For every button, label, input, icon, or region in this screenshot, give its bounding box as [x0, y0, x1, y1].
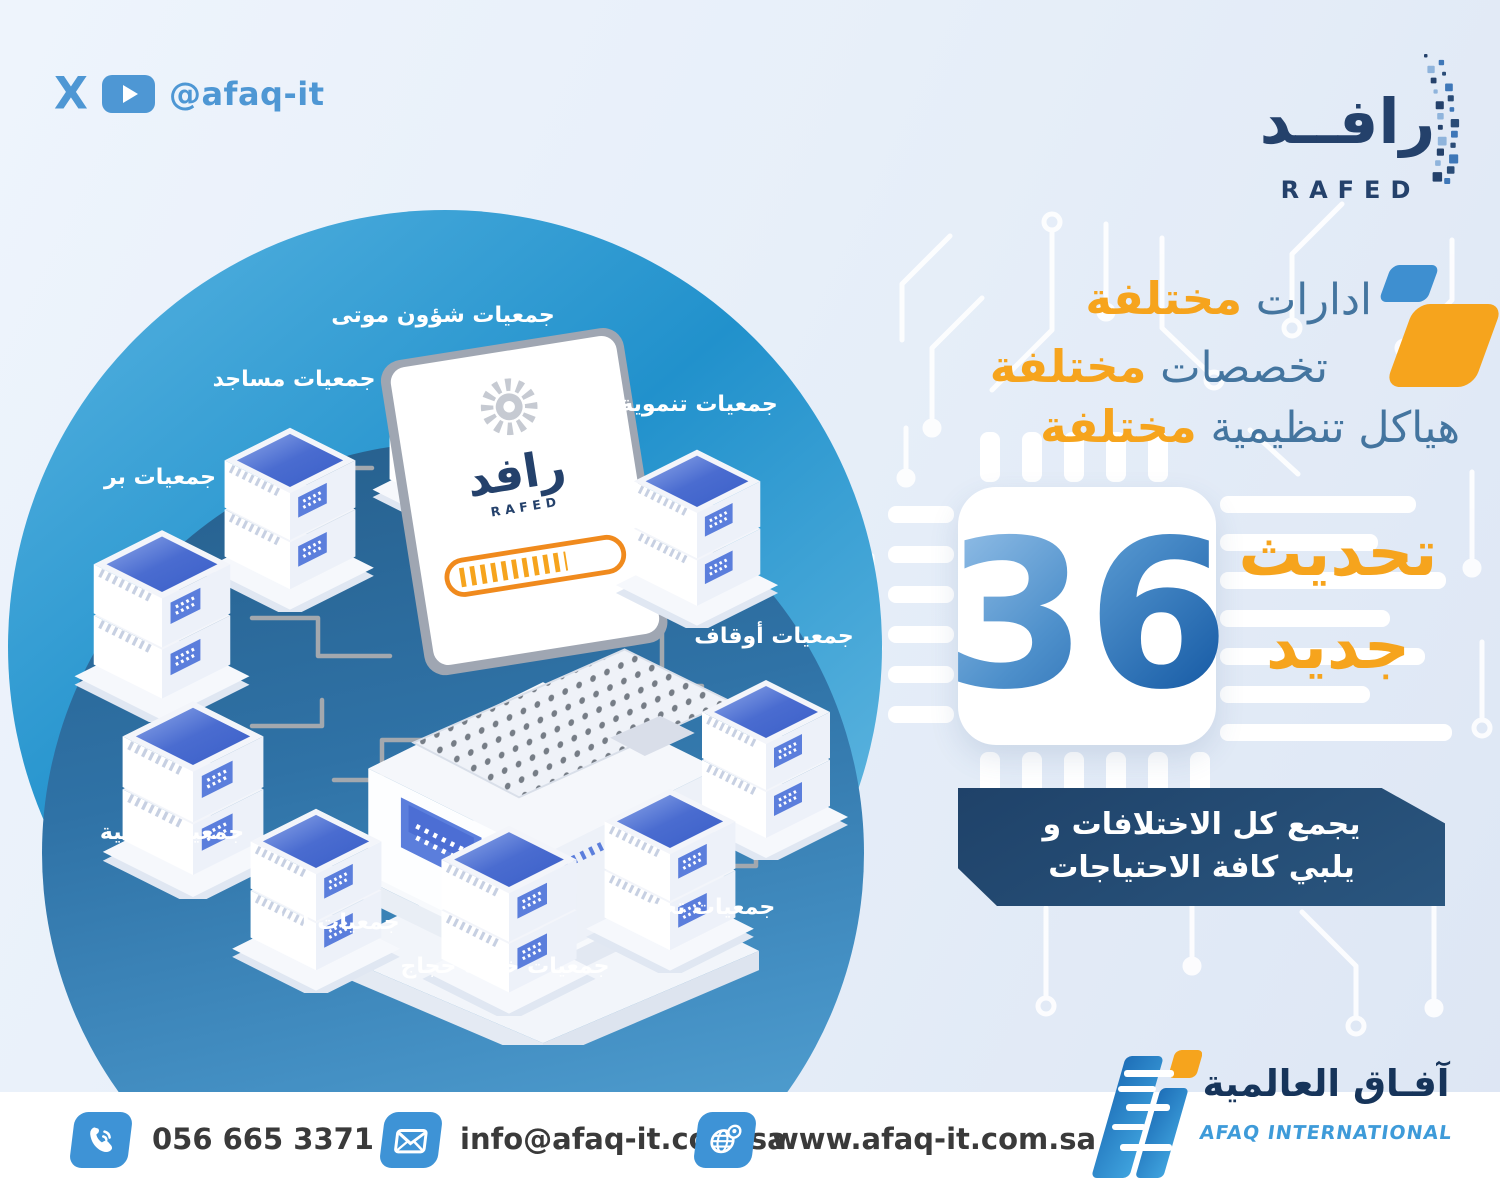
chip-pin	[1220, 610, 1390, 627]
update-label: تحديث جديد	[1230, 508, 1446, 694]
website-icon[interactable]	[692, 1112, 758, 1168]
update-number: 36	[944, 496, 1230, 735]
phone-glyph	[90, 1127, 113, 1152]
server-label: جمعيات أوقاف	[694, 624, 854, 649]
afaq-logo-latin: AFAQ INTERNATIONAL	[1198, 1122, 1454, 1144]
highlight-word: مختلفة	[1040, 400, 1197, 453]
headline-line-3: هياكل تنظيمية مختلفة	[1040, 400, 1460, 453]
highlight-word: مختلفة	[1085, 272, 1243, 325]
chip-pin	[1106, 432, 1126, 482]
server-label: جمعيات بر	[104, 465, 216, 490]
phone-number[interactable]: 056 665 3371	[152, 1122, 374, 1156]
chip-pin	[1064, 432, 1084, 482]
youtube-icon[interactable]	[101, 75, 155, 113]
x-icon[interactable]: X	[54, 67, 88, 120]
chip-pin	[888, 706, 954, 723]
server-label: جمعيات تنموية	[620, 392, 778, 417]
email-icon[interactable]	[378, 1112, 444, 1168]
update-chip-card: 36	[944, 487, 1230, 745]
slogan-line-1: يجمع كل الاختلافات و	[1042, 807, 1361, 843]
envelope-glyph	[394, 1129, 428, 1154]
highlight-word: مختلفة	[989, 340, 1147, 393]
chip-pin	[888, 546, 954, 563]
server-label: جمعيات أهلية	[99, 820, 245, 845]
server-tower	[224, 776, 408, 993]
server-label: جمعيات مساجد	[212, 367, 376, 392]
chip-pin	[1220, 534, 1378, 551]
social-handle[interactable]: @afaq-it	[168, 75, 325, 113]
chip-pin	[888, 626, 954, 643]
slogan-banner: يجمع كل الاختلافات و يلبي كافة الاحتياجا…	[958, 788, 1445, 906]
server-label: جمعيات شؤون موتى	[331, 303, 555, 328]
chip-pin	[888, 506, 954, 523]
server-tower	[578, 756, 762, 973]
headline-line-2: تخصصات مختلفة	[989, 340, 1328, 393]
chip-pin	[1148, 432, 1168, 482]
chip-pin	[1220, 496, 1416, 513]
phone-icon[interactable]	[68, 1112, 134, 1168]
headline-line-1: ادارات مختلفة	[1085, 272, 1372, 325]
afaq-logo-arabic: آفـاق العالمية	[1202, 1062, 1450, 1105]
globe-glyph	[710, 1124, 742, 1154]
server-tower	[94, 666, 292, 900]
server-tower	[66, 496, 258, 723]
website-url[interactable]: www.afaq-it.com.sa	[772, 1122, 1097, 1156]
chip-pin	[888, 666, 954, 683]
chip-pin	[1220, 572, 1446, 589]
social-bar: X @afaq-it	[54, 67, 325, 120]
update-word-1: تحديث	[1238, 517, 1438, 591]
chip-pin	[1220, 724, 1452, 741]
slogan-line-2: يلبي كافة الاحتياجات	[1048, 850, 1355, 885]
logo-mark-blue-parallelogram	[1378, 265, 1440, 302]
server-tower	[414, 792, 604, 1016]
rafed-logo-arabic: رافــد	[1259, 85, 1436, 158]
server-label: جمعيات أيتام	[260, 910, 400, 935]
server-label: جمعيات تحفيظ	[612, 895, 776, 920]
chip-pin	[888, 586, 954, 603]
logo-mark-orange-parallelogram	[1384, 304, 1500, 387]
chip-pin	[1220, 686, 1370, 703]
update-word-2: جديد	[1265, 609, 1411, 684]
server-label: جمعيات خدمة حجاج	[400, 954, 610, 979]
play-icon	[122, 85, 138, 103]
chip-pin	[980, 432, 1000, 482]
afaq-logo-mark-icon	[1092, 1050, 1202, 1178]
server-tower	[608, 418, 786, 628]
rafed-logo-latin: RAFED	[1280, 176, 1421, 204]
chip-pin	[1022, 432, 1042, 482]
chip-pin	[1220, 648, 1425, 665]
